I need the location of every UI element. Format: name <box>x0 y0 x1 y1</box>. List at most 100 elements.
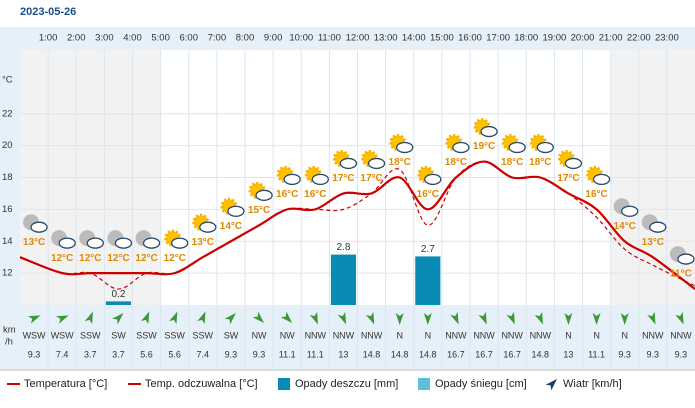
wind-direction: WSW <box>51 330 74 340</box>
temp-label: 13°C <box>642 237 664 248</box>
wind-arrow <box>56 315 69 324</box>
wind-speed: 9.3 <box>253 349 266 359</box>
temp-label: 19°C <box>473 141 495 152</box>
wind-speed: 16.7 <box>475 349 493 359</box>
wind-speed: 9.3 <box>28 349 41 359</box>
cloud-icon <box>452 141 470 154</box>
wind-arrow <box>620 313 629 325</box>
cloud-icon <box>283 173 301 186</box>
hour-label: 23:00 <box>655 33 679 44</box>
wind-arrow-shape <box>309 311 318 325</box>
wind-direction: SSW <box>193 330 214 340</box>
wind-arrow <box>592 313 601 325</box>
wind-direction: NNW <box>361 330 383 340</box>
wind-arrow <box>84 311 93 325</box>
hour-label: 19:00 <box>542 33 566 44</box>
wind-arrow-shape <box>395 313 404 325</box>
temp-label: 18°C <box>529 157 551 168</box>
cloud-icon <box>114 237 133 249</box>
temp-label: 18°C <box>445 157 467 168</box>
legend-swatch <box>278 378 290 390</box>
wind-speed: 7.4 <box>56 349 69 359</box>
wind-direction: NNW <box>473 330 495 340</box>
cloud-icon <box>564 157 583 170</box>
hour-label: 12:00 <box>346 33 370 44</box>
cloud-icon <box>227 205 245 217</box>
wind-direction: NW <box>280 330 295 340</box>
wind-arrow-shape <box>280 311 293 323</box>
temp-label: 17°C <box>360 173 382 184</box>
cloud-icon <box>30 221 48 233</box>
temp-label: 12°C <box>135 253 157 264</box>
rain-bar <box>415 256 441 305</box>
temp-label: 12°C <box>107 253 129 264</box>
wind-direction: N <box>565 330 572 340</box>
cloud-icon <box>339 157 358 170</box>
legend-swatch <box>418 378 430 390</box>
hour-label: 13:00 <box>374 33 398 44</box>
cloud-icon <box>424 173 442 186</box>
cloud-icon <box>480 125 498 138</box>
wind-speed: 11.1 <box>307 349 324 359</box>
wind-arrow-shape <box>423 313 432 325</box>
wind-speed: 5.6 <box>140 349 153 359</box>
hour-label: 7:00 <box>208 33 227 44</box>
wind-direction: SW <box>111 330 126 340</box>
y-tick-label: 14 <box>2 236 13 247</box>
wind-speed: 3.7 <box>84 349 97 359</box>
wind-arrow <box>564 313 573 325</box>
cloud-icon <box>311 173 329 186</box>
wind-speed: 9.3 <box>618 349 631 359</box>
wind-arrow-shape <box>620 313 629 325</box>
rain-label: 0.2 <box>111 289 125 300</box>
temp-label: 17°C <box>332 173 354 184</box>
wind-direction: NW <box>252 330 267 340</box>
cloud-icon <box>536 141 554 154</box>
wind-speed: 5.6 <box>168 349 181 359</box>
hour-label: 14:00 <box>402 33 426 44</box>
wind-unit: km <box>3 325 16 336</box>
temp-label: 13°C <box>23 237 45 248</box>
wind-speed: 11.1 <box>588 349 605 359</box>
temp-label: 12°C <box>164 253 186 264</box>
hour-label: 16:00 <box>458 33 482 44</box>
temp-label: 12°C <box>51 253 73 264</box>
wind-arrow-shape <box>337 311 347 325</box>
hour-label: 9:00 <box>264 33 283 44</box>
wind-arrow-shape <box>112 313 124 325</box>
wind-direction: NNW <box>305 330 327 340</box>
temp-label: 16°C <box>304 189 326 200</box>
wind-arrow <box>337 311 347 325</box>
cloud-icon <box>592 173 611 186</box>
wind-arrow <box>506 311 515 325</box>
wind-arrow <box>112 313 124 325</box>
hour-label: 11:00 <box>318 33 341 44</box>
wind-arrow <box>450 311 459 325</box>
wind-arrow-shape <box>478 311 487 325</box>
cloud-icon <box>677 253 695 265</box>
wind-arrow <box>27 315 41 324</box>
cloud-icon <box>396 141 414 154</box>
wind-arrow <box>224 313 236 325</box>
wind-arrow <box>169 311 178 325</box>
hour-label: 8:00 <box>236 33 255 44</box>
hour-label: 21:00 <box>599 33 623 44</box>
cloud-icon <box>171 237 189 249</box>
temp-label: 14°C <box>614 221 636 232</box>
temp-label: 16°C <box>585 189 607 200</box>
wind-arrow-shape <box>224 313 236 325</box>
wind-direction: SSW <box>164 330 185 340</box>
wind-direction: NNW <box>642 330 664 340</box>
y-tick-label: 22 <box>2 108 13 119</box>
wind-arrow <box>395 313 404 325</box>
wind-arrow <box>423 313 432 325</box>
wind-speed: 14.8 <box>391 349 409 359</box>
cloud-icon <box>255 189 273 201</box>
y-tick-label: 20 <box>2 140 13 151</box>
wind-arrow <box>280 311 293 323</box>
temp-label: 16°C <box>276 189 298 200</box>
legend-label: Opady śniegu [cm] <box>435 378 527 390</box>
wind-arrow-shape <box>647 311 656 325</box>
wind-arrow-shape <box>169 311 178 325</box>
